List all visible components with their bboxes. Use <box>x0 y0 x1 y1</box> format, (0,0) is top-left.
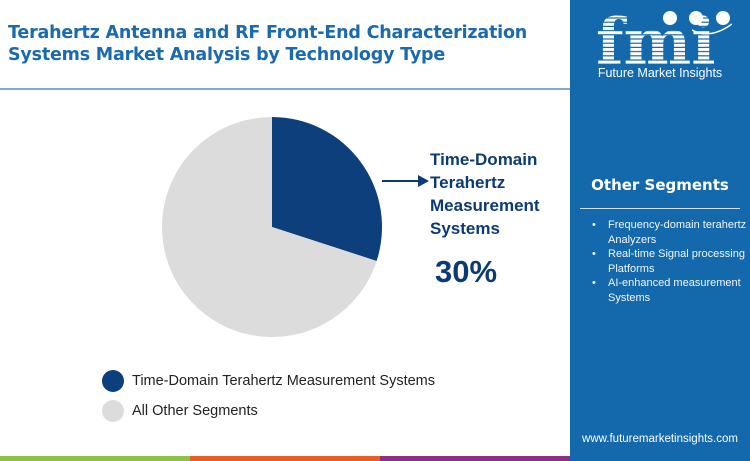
legend-item: Time-Domain Terahertz Measurement System… <box>102 366 435 396</box>
legend-swatch-icon <box>102 400 124 422</box>
callout-label-line: Measurement <box>430 196 540 215</box>
other-segments-title: Other Segments <box>591 176 729 194</box>
pie-slice <box>162 117 377 337</box>
legend-label: Time-Domain Terahertz Measurement System… <box>132 373 435 389</box>
list-item: Real-time Signal processing Platforms <box>588 247 748 276</box>
callout-label-line: Systems <box>430 219 500 238</box>
chart-title: Terahertz Antenna and RF Front-End Chara… <box>8 23 528 65</box>
other-segments-divider <box>580 208 740 209</box>
color-bar-segment <box>190 456 380 461</box>
legend-item: All Other Segments <box>102 396 435 426</box>
callout-label: Time-Domain Terahertz Measurement System… <box>430 148 570 240</box>
callout-label-line: Time-Domain <box>430 150 538 169</box>
callout-label-line: Terahertz <box>430 173 506 192</box>
legend-swatch-icon <box>102 370 124 392</box>
pie-chart <box>162 117 382 337</box>
callout-arrow-icon <box>382 175 429 187</box>
callout-value: 30% <box>435 254 498 289</box>
legend-label: All Other Segments <box>132 403 258 419</box>
fmi-logo-icon: fmi <box>596 6 732 68</box>
color-bar-segment <box>380 456 570 461</box>
list-item: AI-enhanced measurement Systems <box>588 276 748 305</box>
footer-color-bar <box>0 456 570 461</box>
website-link[interactable]: www.futuremarketinsights.com <box>582 433 738 445</box>
logo-subtitle: Future Market Insights <box>597 66 723 80</box>
legend: Time-Domain Terahertz Measurement System… <box>102 366 435 426</box>
pie-slice <box>272 117 382 261</box>
list-item: Frequency-domain terahertz Analyzers <box>588 218 748 247</box>
other-segments-list: Frequency-domain terahertz Analyzers Rea… <box>588 218 748 305</box>
title-divider <box>0 88 570 90</box>
sidebar: fmi Future Market Insights Other Segment… <box>570 0 750 461</box>
color-bar-segment <box>0 456 190 461</box>
